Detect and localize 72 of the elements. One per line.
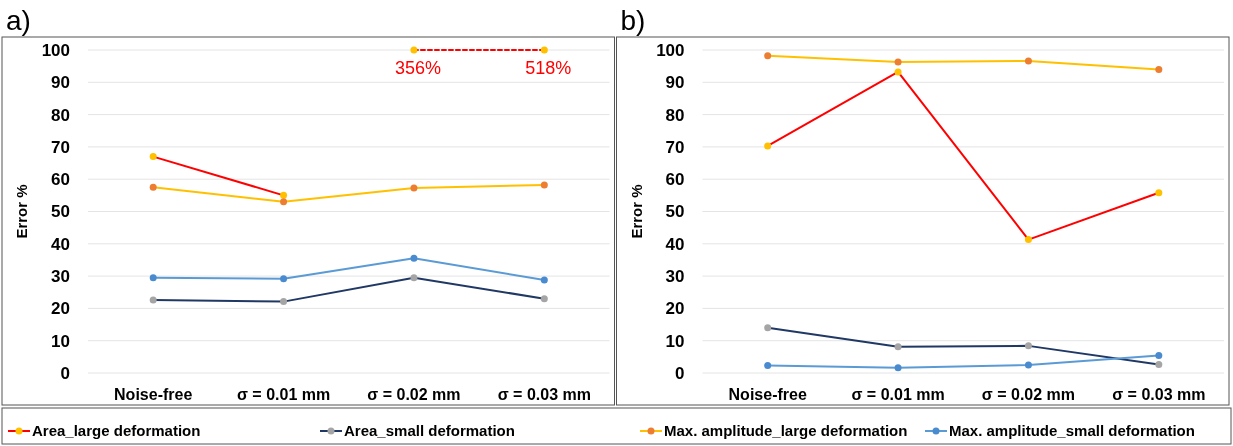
- point: [764, 52, 772, 60]
- point: [149, 296, 157, 304]
- point: [894, 343, 902, 351]
- point: [410, 184, 418, 192]
- point: [410, 46, 418, 54]
- legend-label: Area_large deformation: [32, 422, 201, 440]
- x-tick-label: σ = 0.02 mm: [981, 386, 1076, 403]
- y-tick-label: 70: [665, 137, 685, 157]
- point: [894, 364, 902, 372]
- y-tick-label: 10: [665, 331, 685, 351]
- y-tick-label: 20: [665, 299, 685, 319]
- legend-label: Area_small deformation: [344, 422, 515, 440]
- x-tick-label: σ = 0.03 mm: [497, 386, 591, 403]
- y-tick-label: 40: [51, 234, 70, 254]
- x-tick-label: Noise-free: [728, 386, 807, 403]
- y-tick-label: 0: [60, 363, 70, 383]
- legend-label: Max. amplitude_small deformation: [949, 422, 1195, 440]
- x-tick-label: σ = 0.02 mm: [367, 386, 461, 403]
- point: [1155, 361, 1163, 369]
- y-tick-label: 60: [51, 170, 70, 190]
- y-tick-label: 80: [665, 105, 685, 125]
- y-tick-label: 30: [51, 267, 70, 287]
- point: [540, 276, 548, 284]
- x-tick-label: σ = 0.03 mm: [1112, 386, 1206, 403]
- x-tick-label: σ = 0.01 mm: [851, 386, 945, 403]
- annotation: 356%: [394, 58, 441, 78]
- y-tick-label: 100: [41, 40, 70, 60]
- legend-label: Max. amplitude_large deformation: [664, 422, 908, 440]
- point: [894, 58, 902, 66]
- point: [149, 183, 157, 191]
- y-tick-label: 60: [665, 170, 685, 190]
- annotation: 518%: [525, 58, 572, 78]
- point: [280, 298, 288, 306]
- point: [764, 362, 772, 370]
- point: [280, 191, 288, 199]
- chart-title: a): [6, 5, 31, 36]
- y-tick-label: 100: [656, 40, 685, 60]
- point: [410, 254, 418, 262]
- chart-title: b): [620, 5, 646, 36]
- point: [764, 324, 772, 332]
- point: [894, 68, 902, 76]
- point: [149, 274, 157, 282]
- point: [1024, 57, 1032, 65]
- point: [540, 181, 548, 189]
- point: [540, 46, 548, 54]
- point: [280, 198, 288, 206]
- point: [540, 295, 548, 303]
- point: [1155, 65, 1163, 73]
- point: [1155, 189, 1163, 197]
- x-tick-label: Noise-free: [114, 386, 193, 403]
- point: [764, 142, 772, 150]
- y-tick-label: 20: [51, 299, 70, 319]
- y-tick-label: 70: [51, 137, 70, 157]
- point: [1024, 236, 1032, 244]
- point: [1024, 342, 1032, 350]
- y-tick-label: 90: [665, 73, 685, 93]
- y-axis-title: Error %: [627, 184, 645, 239]
- point: [410, 274, 418, 282]
- y-tick-label: 30: [665, 267, 685, 287]
- y-tick-label: 50: [51, 202, 70, 222]
- y-tick-label: 0: [675, 363, 685, 383]
- point: [149, 153, 157, 161]
- y-tick-label: 90: [51, 73, 70, 93]
- point: [1024, 361, 1032, 369]
- y-tick-label: 50: [665, 202, 685, 222]
- y-axis-title: Error %: [13, 184, 30, 239]
- y-tick-label: 80: [51, 105, 70, 125]
- y-tick-label: 10: [51, 331, 70, 351]
- point: [1155, 352, 1163, 360]
- y-tick-label: 40: [665, 234, 685, 254]
- x-tick-label: σ = 0.01 mm: [236, 386, 331, 403]
- point: [280, 275, 288, 283]
